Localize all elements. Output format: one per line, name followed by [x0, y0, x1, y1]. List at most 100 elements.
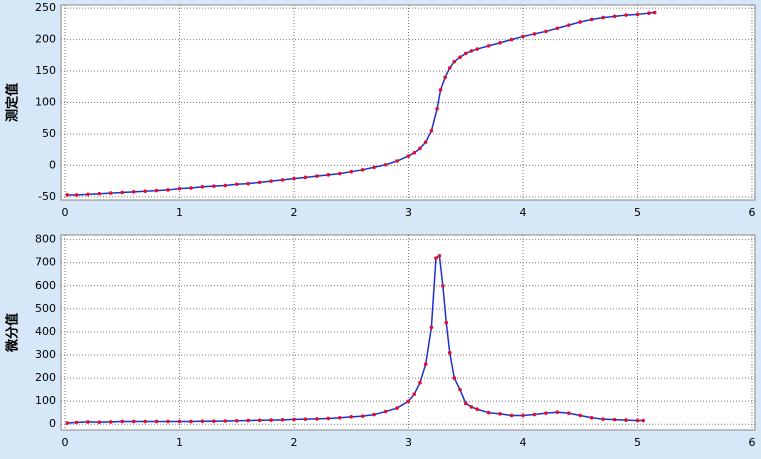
data-point [447, 350, 452, 355]
data-point [624, 13, 628, 17]
data-point [486, 410, 491, 415]
data-point [452, 59, 457, 64]
data-point [521, 34, 525, 39]
data-point [120, 190, 125, 195]
x-tick-label: 0 [62, 436, 69, 449]
data-point [601, 417, 605, 421]
data-point [612, 417, 617, 422]
data-point [544, 29, 548, 34]
data-point [269, 418, 273, 422]
data-point [65, 421, 70, 425]
data-point [360, 414, 365, 418]
x-tick-label: 3 [405, 206, 412, 219]
data-point [292, 176, 296, 181]
data-point [120, 419, 125, 424]
data-point [578, 20, 583, 24]
data-point [443, 75, 447, 80]
data-point [338, 171, 342, 176]
data-point [429, 325, 434, 330]
data-point [641, 418, 646, 423]
x-tick-label: 2 [291, 436, 298, 449]
data-point [189, 186, 193, 190]
data-point [412, 151, 417, 155]
data-point [532, 412, 537, 417]
data-point [498, 40, 502, 45]
y-tick-label: 50 [42, 127, 56, 140]
data-point [418, 380, 422, 385]
data-point [74, 420, 79, 425]
data-line [67, 254, 644, 424]
data-point [635, 12, 640, 17]
y-tick-label: 300 [35, 348, 56, 361]
y-axis-label: 测定值 [5, 83, 21, 122]
data-point [315, 174, 319, 178]
data-point [475, 407, 480, 412]
data-point [189, 419, 193, 424]
data-point [469, 49, 474, 53]
data-point [109, 420, 113, 424]
data-point [435, 106, 439, 111]
data-point [303, 417, 308, 421]
data-point [469, 405, 474, 409]
data-point [441, 283, 445, 288]
y-tick-label: 0 [49, 158, 56, 171]
x-tick-label: 3 [405, 436, 412, 449]
data-point [86, 192, 90, 197]
data-point [395, 406, 399, 410]
data-point [246, 418, 250, 423]
data-point [406, 154, 411, 158]
data-point [438, 88, 443, 92]
data-point [65, 193, 70, 197]
data-point [434, 256, 438, 260]
y-axis-label: 微分值 [5, 313, 21, 353]
data-point [154, 188, 159, 193]
data-point [143, 419, 147, 424]
y-tick-label: 250 [35, 1, 56, 14]
data-point [589, 17, 594, 22]
data-point [372, 165, 376, 170]
data-point [406, 399, 411, 403]
data-point [280, 178, 285, 182]
data-point [652, 10, 657, 15]
data-point [212, 419, 216, 424]
y-tick-label: 700 [35, 256, 56, 269]
x-tick-label: 2 [291, 206, 298, 219]
data-point [567, 411, 571, 415]
data-point [486, 44, 491, 48]
data-point [200, 184, 205, 189]
data-point [429, 129, 434, 133]
data-point [532, 32, 537, 36]
data-point [589, 415, 594, 420]
data-point [292, 417, 296, 422]
data-point [635, 418, 640, 423]
x-tick-label: 0 [62, 206, 69, 219]
y-tick-label: 150 [35, 64, 56, 77]
data-point [234, 418, 239, 423]
data-point [166, 188, 170, 192]
data-point [458, 55, 462, 60]
data-point [177, 419, 182, 424]
x-tick-label: 5 [634, 436, 641, 449]
data-point [269, 179, 273, 183]
data-point [444, 320, 449, 325]
data-point [463, 51, 468, 56]
data-point [177, 186, 182, 191]
data-point [498, 412, 502, 416]
data-point [463, 401, 468, 406]
data-point [326, 416, 331, 421]
y-tick-label: 800 [35, 233, 56, 246]
x-tick-label: 6 [749, 206, 756, 219]
data-point [303, 175, 308, 180]
data-point [452, 376, 457, 380]
data-point [166, 419, 170, 424]
data-point [326, 173, 331, 177]
data-point [86, 420, 90, 424]
data-point [246, 181, 250, 186]
data-point [97, 420, 102, 424]
data-point [223, 183, 228, 188]
data-point [131, 190, 136, 194]
data-point [257, 418, 262, 423]
data-point [143, 189, 147, 193]
data-point [383, 409, 388, 414]
